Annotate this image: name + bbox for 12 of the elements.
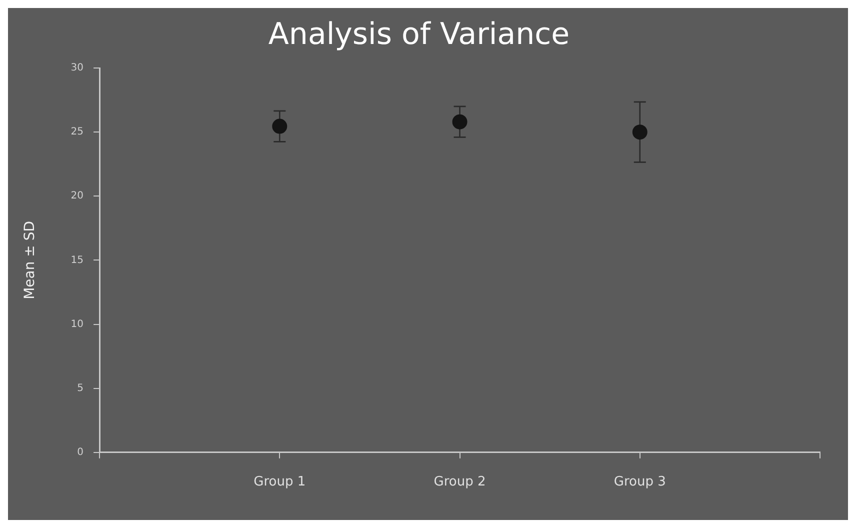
- x-tick-label: Group 3: [614, 474, 666, 490]
- y-tick-label: 20: [70, 190, 84, 202]
- y-tick-label: 0: [77, 446, 84, 458]
- y-tick-label: 10: [70, 318, 84, 330]
- y-tick-label: 25: [70, 126, 84, 138]
- y-tick-label: 30: [70, 62, 84, 74]
- chart-title: Analysis of Variance: [268, 16, 570, 52]
- x-tick-label: Group 1: [254, 474, 306, 490]
- x-tick-label: Group 2: [434, 474, 486, 490]
- y-tick-label: 15: [70, 254, 84, 266]
- y-tick-label: 5: [77, 382, 84, 394]
- y-axis-title: Mean ± SD: [22, 220, 38, 300]
